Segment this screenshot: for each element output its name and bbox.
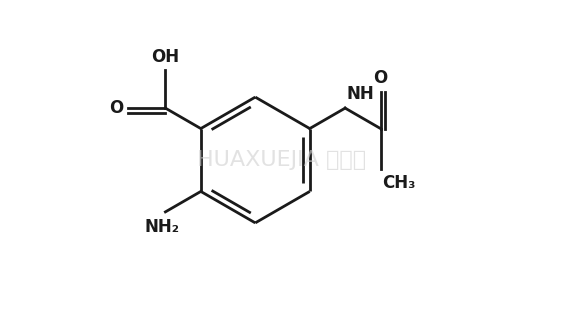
Text: OH: OH (151, 48, 179, 66)
Text: CH₃: CH₃ (382, 174, 416, 192)
Text: NH: NH (347, 85, 374, 103)
Text: O: O (373, 69, 387, 87)
Text: O: O (109, 99, 123, 117)
Text: NH₂: NH₂ (145, 218, 180, 236)
Text: HUAXUEJIA 化学加: HUAXUEJIA 化学加 (197, 150, 367, 170)
